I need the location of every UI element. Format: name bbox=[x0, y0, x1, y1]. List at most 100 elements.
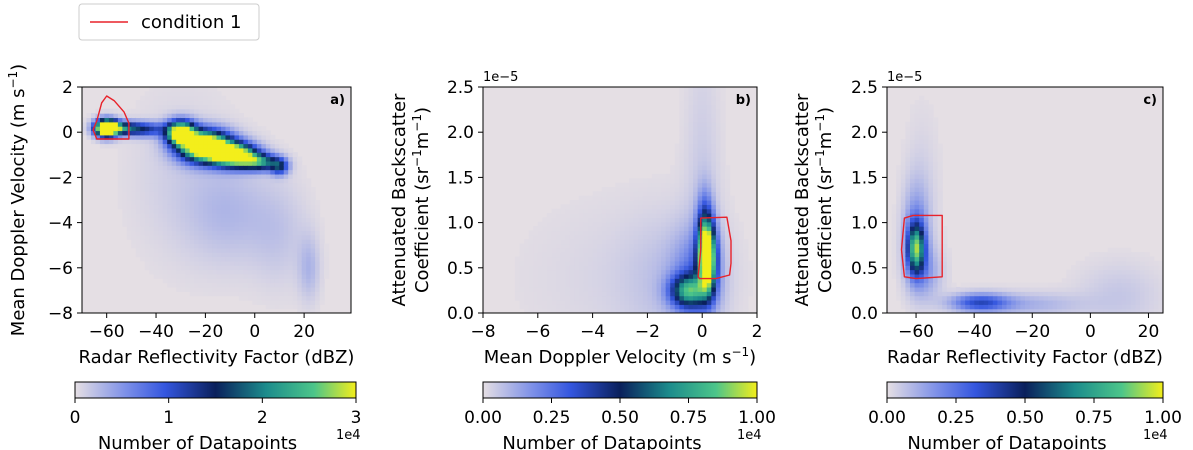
heatmap-cell bbox=[720, 217, 726, 223]
heatmap-cell bbox=[665, 217, 671, 223]
heatmap-cell bbox=[688, 252, 694, 258]
heatmap-cell bbox=[247, 286, 253, 292]
heatmap-cell bbox=[292, 239, 298, 245]
heatmap-cell bbox=[126, 108, 132, 114]
heatmap-cell bbox=[324, 243, 330, 249]
heatmap-cell bbox=[606, 204, 612, 210]
heatmap-cell bbox=[1098, 273, 1104, 279]
heatmap-cell bbox=[674, 213, 680, 218]
heatmap-cell bbox=[919, 230, 925, 236]
heatmap-cell bbox=[688, 243, 694, 249]
heatmap-cell bbox=[261, 226, 267, 232]
heatmap-cell bbox=[683, 104, 690, 110]
heatmap-cell bbox=[556, 299, 562, 305]
heatmap-cell bbox=[203, 113, 209, 119]
colorbar-tick-label: 2 bbox=[257, 408, 268, 428]
heatmap-cell bbox=[656, 226, 662, 232]
heatmap-cell bbox=[693, 213, 699, 218]
heatmap-cell bbox=[725, 308, 731, 313]
heatmap-cell bbox=[928, 286, 934, 292]
heatmap-cell bbox=[574, 208, 580, 214]
heatmap-cell bbox=[896, 234, 902, 240]
heatmap-cell bbox=[198, 100, 204, 105]
heatmap-cell bbox=[310, 200, 316, 205]
heatmap-cell bbox=[914, 260, 920, 266]
heatmap-cell bbox=[729, 200, 735, 205]
heatmap-cell bbox=[725, 195, 731, 201]
heatmap-cell bbox=[546, 299, 553, 305]
heatmap-cell bbox=[633, 230, 639, 236]
heatmap-cell bbox=[247, 282, 253, 288]
heatmap-cell bbox=[198, 152, 204, 158]
heatmap-cell bbox=[189, 160, 195, 166]
heatmap-cell bbox=[601, 213, 607, 218]
heatmap-cell bbox=[131, 204, 137, 210]
heatmap-cell bbox=[319, 278, 325, 284]
heatmap-cell bbox=[225, 234, 231, 240]
heatmap-cell bbox=[194, 234, 200, 240]
heatmap-cell bbox=[225, 147, 231, 153]
heatmap-cell bbox=[229, 243, 236, 249]
heatmap-cell bbox=[180, 191, 186, 197]
heatmap-cell bbox=[131, 208, 137, 214]
heatmap-cell bbox=[683, 182, 690, 188]
heatmap-cell bbox=[198, 143, 204, 149]
heatmap-cell bbox=[588, 282, 594, 288]
heatmap-cell bbox=[688, 195, 694, 201]
heatmap-cell bbox=[247, 208, 253, 214]
heatmap-cell bbox=[542, 304, 548, 310]
heatmap-cell bbox=[629, 256, 635, 262]
heatmap-cell bbox=[265, 252, 271, 258]
heatmap-cell bbox=[706, 226, 712, 232]
heatmap-cell bbox=[180, 247, 186, 253]
heatmap-cell bbox=[229, 143, 236, 149]
heatmap-cell bbox=[647, 278, 653, 284]
heatmap-cell bbox=[715, 100, 722, 105]
heatmap-cell bbox=[1149, 273, 1155, 279]
heatmap-cell bbox=[914, 256, 920, 262]
heatmap-cell bbox=[270, 217, 276, 223]
heatmap-cell bbox=[1158, 282, 1163, 288]
heatmap-cell bbox=[301, 195, 307, 201]
heatmap-cell bbox=[896, 217, 902, 223]
heatmap-cell bbox=[1025, 308, 1031, 313]
heatmap-cell bbox=[610, 295, 617, 301]
heatmap-cell bbox=[167, 169, 173, 175]
heatmap-cell bbox=[588, 256, 594, 262]
heatmap-cell bbox=[933, 178, 939, 184]
heatmap-cell bbox=[665, 265, 671, 271]
heatmap-cell bbox=[203, 282, 209, 288]
heatmap-cell bbox=[1158, 299, 1163, 305]
heatmap-cell bbox=[140, 230, 146, 236]
heatmap-cell bbox=[933, 299, 939, 305]
heatmap-cell bbox=[720, 117, 726, 123]
heatmap-cell bbox=[560, 269, 566, 275]
heatmap-cell bbox=[189, 278, 195, 284]
heatmap-cell bbox=[216, 260, 222, 266]
heatmap-cell bbox=[243, 221, 249, 227]
heatmap-cell bbox=[1098, 269, 1104, 275]
heatmap-cell bbox=[198, 147, 204, 153]
heatmap-cell bbox=[243, 273, 249, 279]
heatmap-cell bbox=[301, 182, 307, 188]
heatmap-cell bbox=[243, 278, 249, 284]
heatmap-cell bbox=[279, 239, 285, 245]
heatmap-cell bbox=[979, 286, 985, 292]
heatmap-cell bbox=[117, 169, 123, 175]
heatmap-cell bbox=[891, 260, 897, 266]
heatmap-cell bbox=[711, 286, 717, 292]
heatmap-cell bbox=[919, 234, 925, 240]
heatmap-cell bbox=[162, 91, 168, 97]
heatmap-cell bbox=[283, 208, 289, 214]
heatmap-cell bbox=[997, 282, 1003, 288]
heatmap-cell bbox=[583, 282, 589, 288]
heatmap-cell bbox=[189, 126, 195, 132]
heatmap-cell bbox=[537, 295, 543, 301]
heatmap-cell bbox=[1015, 295, 1021, 301]
heatmap-cell bbox=[693, 100, 699, 105]
heatmap-cell bbox=[1103, 269, 1109, 275]
heatmap-cell bbox=[167, 117, 173, 123]
heatmap-cell bbox=[560, 282, 566, 288]
heatmap-cell bbox=[910, 234, 916, 240]
